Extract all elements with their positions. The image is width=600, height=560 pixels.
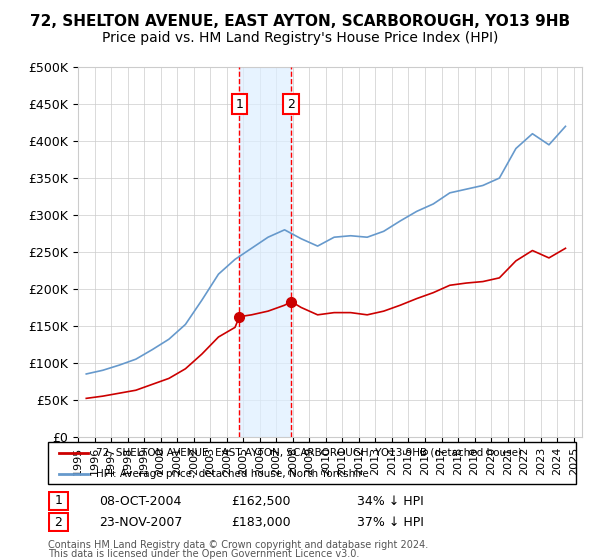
Text: 72, SHELTON AVENUE, EAST AYTON, SCARBOROUGH, YO13 9HB: 72, SHELTON AVENUE, EAST AYTON, SCARBORO… bbox=[30, 14, 570, 29]
Text: Contains HM Land Registry data © Crown copyright and database right 2024.: Contains HM Land Registry data © Crown c… bbox=[48, 540, 428, 550]
Bar bbox=[239, 67, 291, 437]
Text: 1: 1 bbox=[55, 494, 62, 507]
Text: 1: 1 bbox=[236, 97, 244, 111]
Text: 72, SHELTON AVENUE, EAST AYTON, SCARBOROUGH, YO13 9HB (detached house): 72, SHELTON AVENUE, EAST AYTON, SCARBORO… bbox=[95, 448, 521, 458]
Text: Price paid vs. HM Land Registry's House Price Index (HPI): Price paid vs. HM Land Registry's House … bbox=[102, 31, 498, 45]
Text: £162,500: £162,500 bbox=[231, 494, 290, 508]
Text: 37% ↓ HPI: 37% ↓ HPI bbox=[357, 516, 424, 529]
Text: 2: 2 bbox=[287, 97, 295, 111]
Text: £183,000: £183,000 bbox=[231, 516, 290, 529]
Text: 2: 2 bbox=[55, 516, 62, 529]
Text: 23-NOV-2007: 23-NOV-2007 bbox=[99, 516, 182, 529]
Text: This data is licensed under the Open Government Licence v3.0.: This data is licensed under the Open Gov… bbox=[48, 549, 359, 559]
Text: HPI: Average price, detached house, North Yorkshire: HPI: Average price, detached house, Nort… bbox=[95, 469, 368, 479]
Text: 34% ↓ HPI: 34% ↓ HPI bbox=[357, 494, 424, 508]
Text: 08-OCT-2004: 08-OCT-2004 bbox=[99, 494, 181, 508]
